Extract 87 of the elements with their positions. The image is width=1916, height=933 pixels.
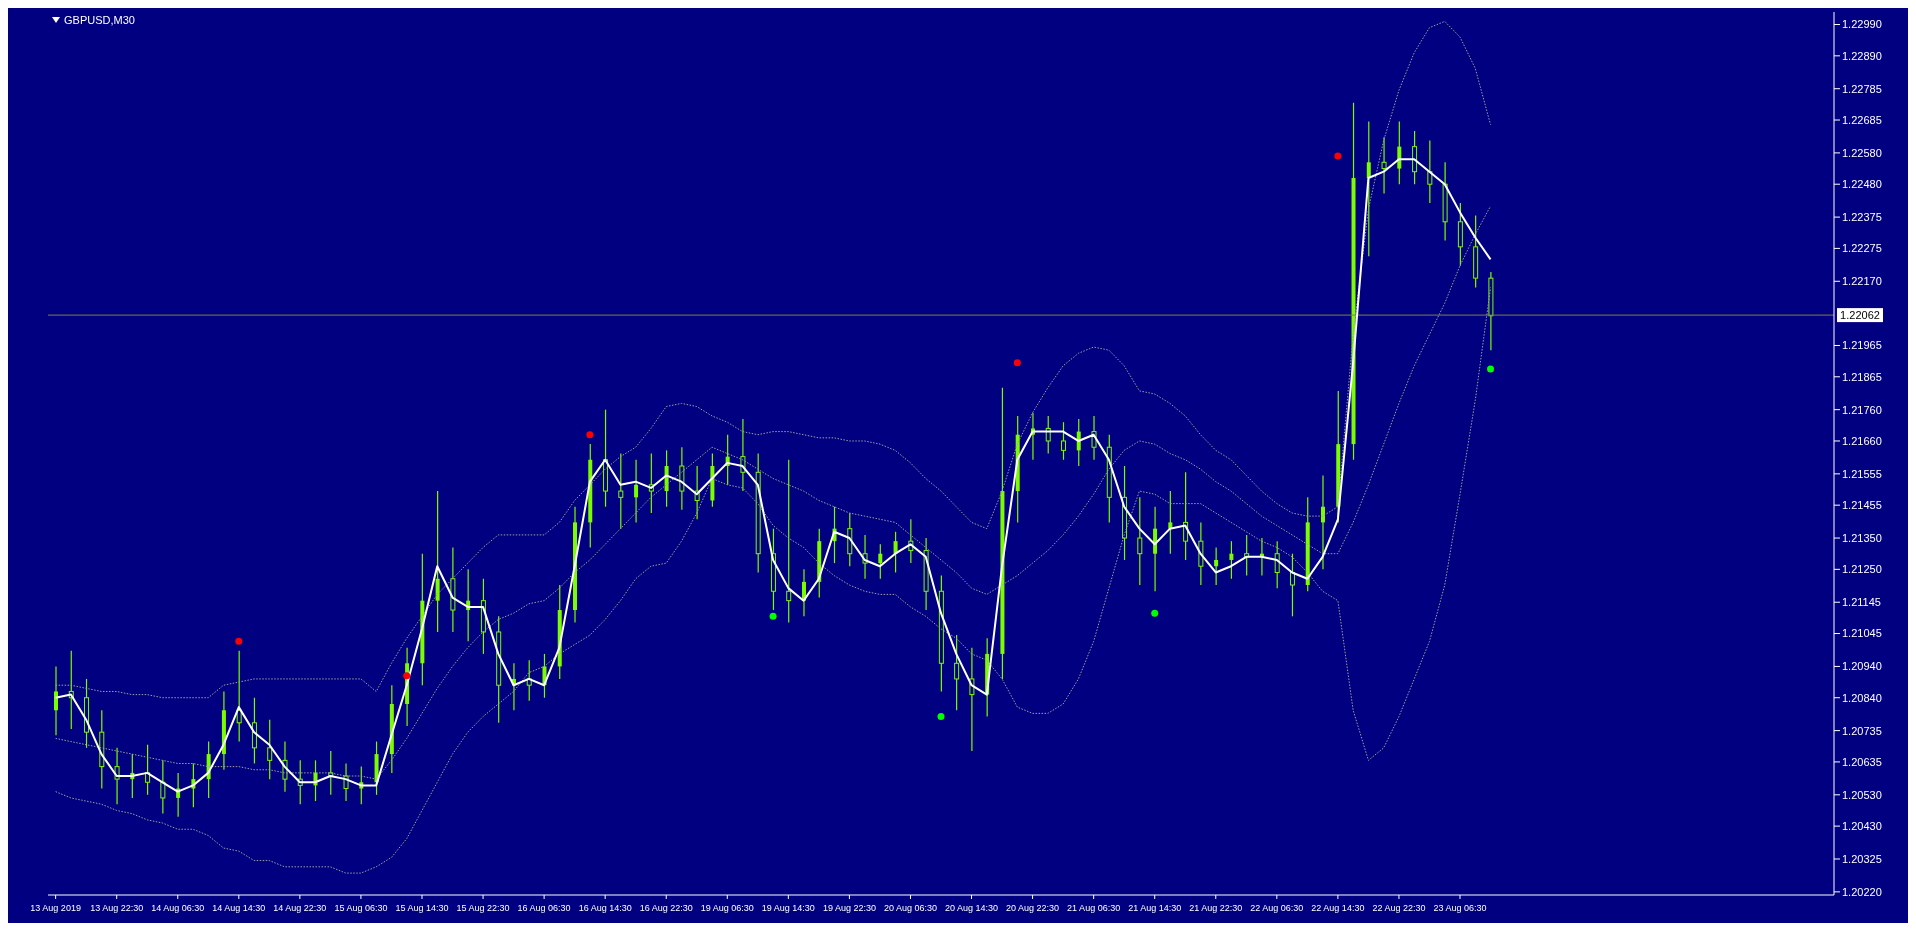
- candlestick: [114, 747, 120, 805]
- y-tick-label: 1.20530: [1842, 788, 1882, 801]
- y-tick-label: 1.21965: [1842, 339, 1882, 352]
- x-tick-label: 15 Aug 22:30: [456, 903, 510, 913]
- candlestick: [1060, 421, 1066, 461]
- y-tick-label: 1.22890: [1842, 49, 1882, 62]
- candlestick: [694, 465, 700, 520]
- x-tick-label: 14 Aug 06:30: [151, 903, 205, 913]
- candlestick: [435, 490, 440, 633]
- x-tick-label: 13 Aug 2019: [30, 903, 81, 913]
- y-tick-label: 1.21760: [1842, 403, 1882, 416]
- x-tick-label: 16 Aug 14:30: [578, 903, 632, 913]
- x-tick-label: 19 Aug 22:30: [822, 903, 876, 913]
- y-tick-label: 1.22170: [1842, 275, 1882, 288]
- candlestick: [618, 452, 624, 530]
- candlestick: [969, 647, 975, 752]
- y-tick-label: 1.21350: [1842, 531, 1882, 544]
- x-tick-label: 20 Aug 14:30: [945, 903, 999, 913]
- y-tick-label: 1.21865: [1842, 370, 1882, 383]
- y-tick-label: 1.22275: [1842, 242, 1882, 255]
- x-tick-label: 15 Aug 06:30: [334, 903, 388, 913]
- candlestick: [54, 665, 58, 736]
- point: [586, 431, 594, 439]
- point: [235, 637, 243, 645]
- y-tick-label: 1.22580: [1842, 146, 1882, 159]
- y-tick-label: 1.21660: [1842, 434, 1882, 447]
- candlestick: [893, 531, 898, 574]
- candlestick: [1289, 553, 1295, 617]
- y-tick-label: 1.22480: [1842, 178, 1882, 191]
- y-tick-label: 1.20430: [1842, 820, 1882, 833]
- point: [937, 713, 945, 721]
- x-tick-label: 23 Aug 06:30: [1433, 903, 1487, 913]
- y-tick-label: 1.21455: [1842, 499, 1882, 512]
- y-tick-label: 1.20220: [1842, 885, 1882, 898]
- candlestick: [1168, 490, 1173, 555]
- point: [1487, 365, 1495, 373]
- candlestick: [740, 418, 746, 492]
- y-tick-label: 1.21555: [1842, 467, 1882, 480]
- x-tick-label: 21 Aug 14:30: [1128, 903, 1182, 913]
- x-tick-label: 19 Aug 14:30: [761, 903, 815, 913]
- y-tick-label: 1.20940: [1842, 660, 1882, 673]
- x-tick-label: 14 Aug 14:30: [212, 903, 266, 913]
- y-tick-label: 1.22375: [1842, 211, 1882, 223]
- y-tick-label: 1.20635: [1842, 755, 1882, 768]
- x-tick-label: 16 Aug 06:30: [517, 903, 571, 913]
- point: [1334, 152, 1342, 160]
- y-tick-label: 1.21145: [1842, 596, 1881, 609]
- candlestick: [1214, 546, 1219, 586]
- y-tick-label: 1.22785: [1842, 82, 1882, 95]
- x-tick-label: 20 Aug 06:30: [883, 903, 937, 913]
- x-tick-label: 14 Aug 22:30: [273, 903, 327, 913]
- x-tick-label: 22 Aug 06:30: [1250, 903, 1304, 913]
- candlestick: [1137, 496, 1143, 586]
- ref-line-label: 1.22062: [1840, 309, 1880, 322]
- x-tick-label: 22 Aug 22:30: [1372, 903, 1426, 913]
- y-tick-label: 1.22685: [1842, 113, 1882, 126]
- candlestick: [1229, 540, 1234, 580]
- y-tick-label: 1.22990: [1842, 18, 1882, 31]
- candlestick: [1045, 415, 1051, 455]
- x-tick-label: 20 Aug 22:30: [1006, 903, 1060, 913]
- x-tick-label: 21 Aug 22:30: [1189, 903, 1243, 913]
- candlestick: [786, 459, 792, 624]
- x-tick-label: 16 Aug 22:30: [639, 903, 693, 913]
- candlestick: [1366, 120, 1371, 257]
- candlestick: [267, 719, 273, 780]
- candlestick: [1427, 139, 1433, 204]
- x-tick-label: 15 Aug 14:30: [395, 903, 449, 913]
- point: [1151, 609, 1159, 617]
- y-tick-label: 1.21045: [1842, 627, 1882, 640]
- point: [769, 612, 777, 620]
- candlestick: [1381, 136, 1387, 195]
- x-tick-label: 21 Aug 06:30: [1067, 903, 1121, 913]
- y-tick-label: 1.21250: [1842, 563, 1882, 576]
- x-tick-label: 19 Aug 06:30: [700, 903, 754, 913]
- candlestick: [954, 634, 960, 711]
- x-tick-label: 22 Aug 14:30: [1311, 903, 1365, 913]
- candlestick: [878, 543, 883, 580]
- y-tick-label: 1.20840: [1842, 691, 1882, 704]
- x-tick-label: 13 Aug 22:30: [90, 903, 144, 913]
- candlestick: [634, 459, 639, 523]
- candlestick: [160, 759, 166, 815]
- chart-title: GBPUSD,M30: [64, 14, 135, 26]
- y-tick-label: 1.20325: [1842, 852, 1882, 865]
- point: [403, 672, 411, 680]
- y-tick-label: 1.20735: [1842, 724, 1882, 737]
- candlestick: [1274, 540, 1280, 589]
- point: [1013, 359, 1021, 367]
